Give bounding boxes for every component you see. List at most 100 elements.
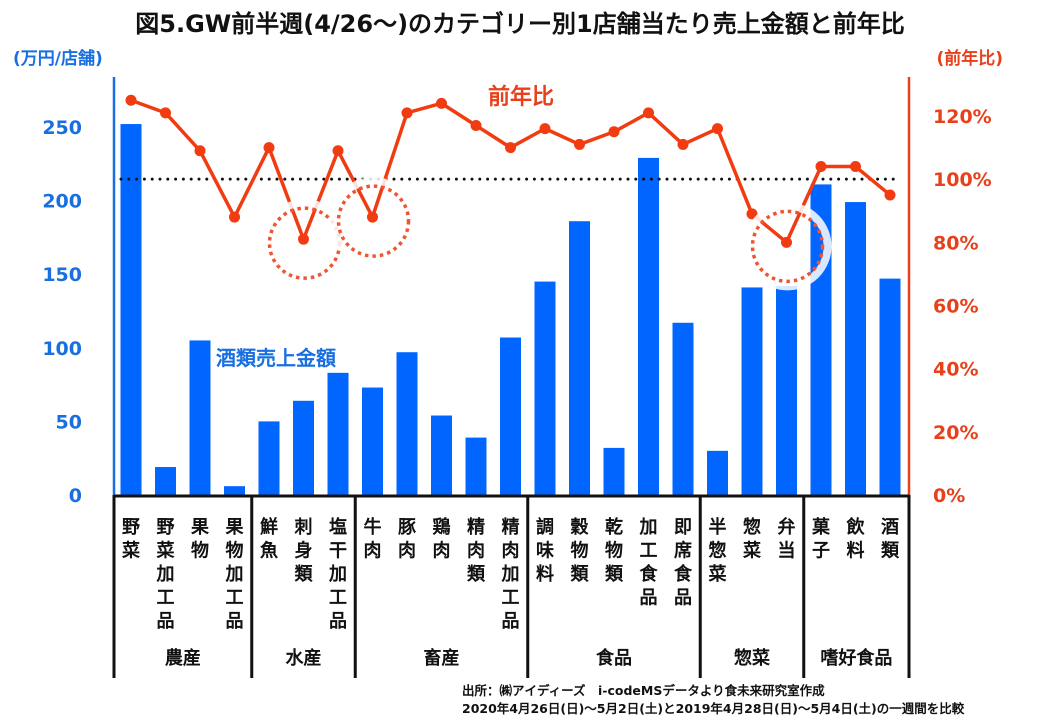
group-label: 嗜好食品 (820, 647, 892, 669)
highlight-circle (336, 184, 411, 258)
category-label: 菓子 (811, 516, 831, 562)
bar (120, 124, 142, 495)
yoy-point (332, 145, 344, 157)
category-labels: 野菜野菜加工品果物果物加工品鮮魚刺身類塩干加工品牛肉豚肉鶏肉精肉類精肉加工品調味… (121, 516, 900, 632)
yoy-point (125, 94, 137, 106)
y-left-tick-label: 50 (56, 411, 82, 433)
bar (258, 421, 280, 495)
bar (638, 157, 659, 496)
yoy-point (884, 189, 896, 201)
category-label: 豚肉 (398, 517, 416, 562)
bar-series-label: 酒類売上金額 (216, 346, 336, 370)
bar-series (120, 124, 901, 496)
category-label: 果物加工品 (225, 517, 245, 632)
y-right-tick-label: 80% (933, 232, 978, 254)
y-right-tick-label: 20% (933, 422, 978, 444)
chart-title: 図5.GW前半週(4/26～)のカテゴリー別1店舗当たり売上金額と前年比 (135, 10, 905, 38)
bar (293, 400, 314, 495)
yoy-point (539, 123, 551, 135)
yoy-point (401, 107, 413, 119)
category-label: 果物 (190, 517, 210, 562)
yoy-point (367, 211, 378, 223)
group-label: 食品 (595, 647, 632, 669)
axes (112, 77, 911, 498)
category-label: 野菜加工品 (156, 517, 175, 632)
highlight-halo (329, 177, 418, 266)
bar (845, 202, 866, 495)
yoy-point (746, 208, 758, 220)
category-label: 飲料 (846, 516, 866, 562)
yoy-point (229, 211, 240, 223)
yoy-point (608, 126, 620, 138)
yoy-point (194, 145, 206, 157)
yoy-point (781, 236, 792, 248)
bar (155, 467, 176, 495)
category-label: 野菜 (121, 517, 140, 562)
y-left-axis-label: (万円/店舗) (13, 48, 103, 69)
yoy-point (850, 161, 861, 173)
yoy-point (298, 233, 309, 245)
y-right-tick-label: 40% (933, 359, 978, 381)
yoy-point (160, 107, 171, 119)
bar (465, 437, 487, 495)
y-left-ticks: 0 50 100 150 200 250 (42, 117, 82, 507)
bar (431, 415, 452, 495)
category-label: 鮮魚 (260, 516, 278, 562)
highlight-halo (743, 202, 832, 291)
bar (362, 387, 383, 495)
y-left-tick-label: 250 (42, 117, 82, 139)
category-label: 刺身類 (294, 517, 314, 585)
line-series (125, 94, 896, 248)
bar (224, 486, 245, 495)
y-right-tick-label: 60% (933, 296, 978, 318)
bar (603, 447, 625, 495)
category-label: 精肉類 (466, 516, 486, 585)
yoy-point (574, 138, 585, 150)
yoy-point (263, 142, 275, 154)
bar (327, 372, 349, 495)
yoy-point (643, 107, 654, 119)
bar (879, 278, 901, 495)
y-left-tick-label: 0 (69, 485, 82, 507)
bar (189, 340, 211, 495)
y-right-tick-label: 100% (933, 169, 992, 191)
bar (534, 281, 556, 495)
category-label: 弁当 (778, 516, 796, 562)
yoy-point (815, 161, 827, 173)
group-labels: 農産 水産 畜産 食品 惣菜 嗜好食品 (112, 495, 911, 678)
category-label: 塩干加工品 (328, 516, 347, 632)
category-label: 調味料 (536, 516, 554, 585)
bar (396, 352, 418, 495)
category-label: 精肉加工品 (501, 516, 520, 632)
y-right-tick-label: 0% (933, 485, 965, 507)
category-label: 加工食品 (639, 517, 659, 609)
period-note: 2020年4月26日(日)～5月2日(土)と2019年4月28日(日)～5月4日… (462, 701, 965, 716)
yoy-point (677, 138, 689, 150)
yoy-point (505, 142, 516, 154)
y-right-axis-label: (前年比) (936, 48, 1003, 69)
bar (741, 287, 763, 495)
y-right-ticks: 0% 20% 40% 60% 80% 100% 120% (933, 106, 992, 507)
group-label: 畜産 (424, 647, 460, 669)
bar (569, 221, 590, 495)
category-label: 半惣菜 (708, 516, 727, 585)
y-left-tick-label: 150 (42, 264, 82, 286)
category-label: 酒類 (880, 516, 900, 562)
group-label: 農産 (165, 647, 201, 669)
yoy-point (712, 123, 723, 135)
source-note: 出所：㈱アイディーズ i-codeMSデータより食未来研究室作成 (462, 683, 825, 698)
yoy-point (436, 97, 447, 109)
category-label: 穀物類 (570, 517, 590, 585)
bar (776, 285, 797, 495)
category-label: 鶏肉 (433, 516, 451, 562)
line-series-label: 前年比 (488, 84, 554, 110)
group-label: 惣菜 (734, 647, 770, 669)
y-left-tick-label: 100 (42, 338, 82, 360)
highlight-circle (750, 209, 825, 284)
yoy-line (130, 98, 892, 245)
category-label: 即席食品 (673, 517, 693, 609)
highlight-circles (260, 177, 832, 291)
group-label: 水産 (286, 647, 322, 669)
yoy-point (470, 119, 482, 131)
